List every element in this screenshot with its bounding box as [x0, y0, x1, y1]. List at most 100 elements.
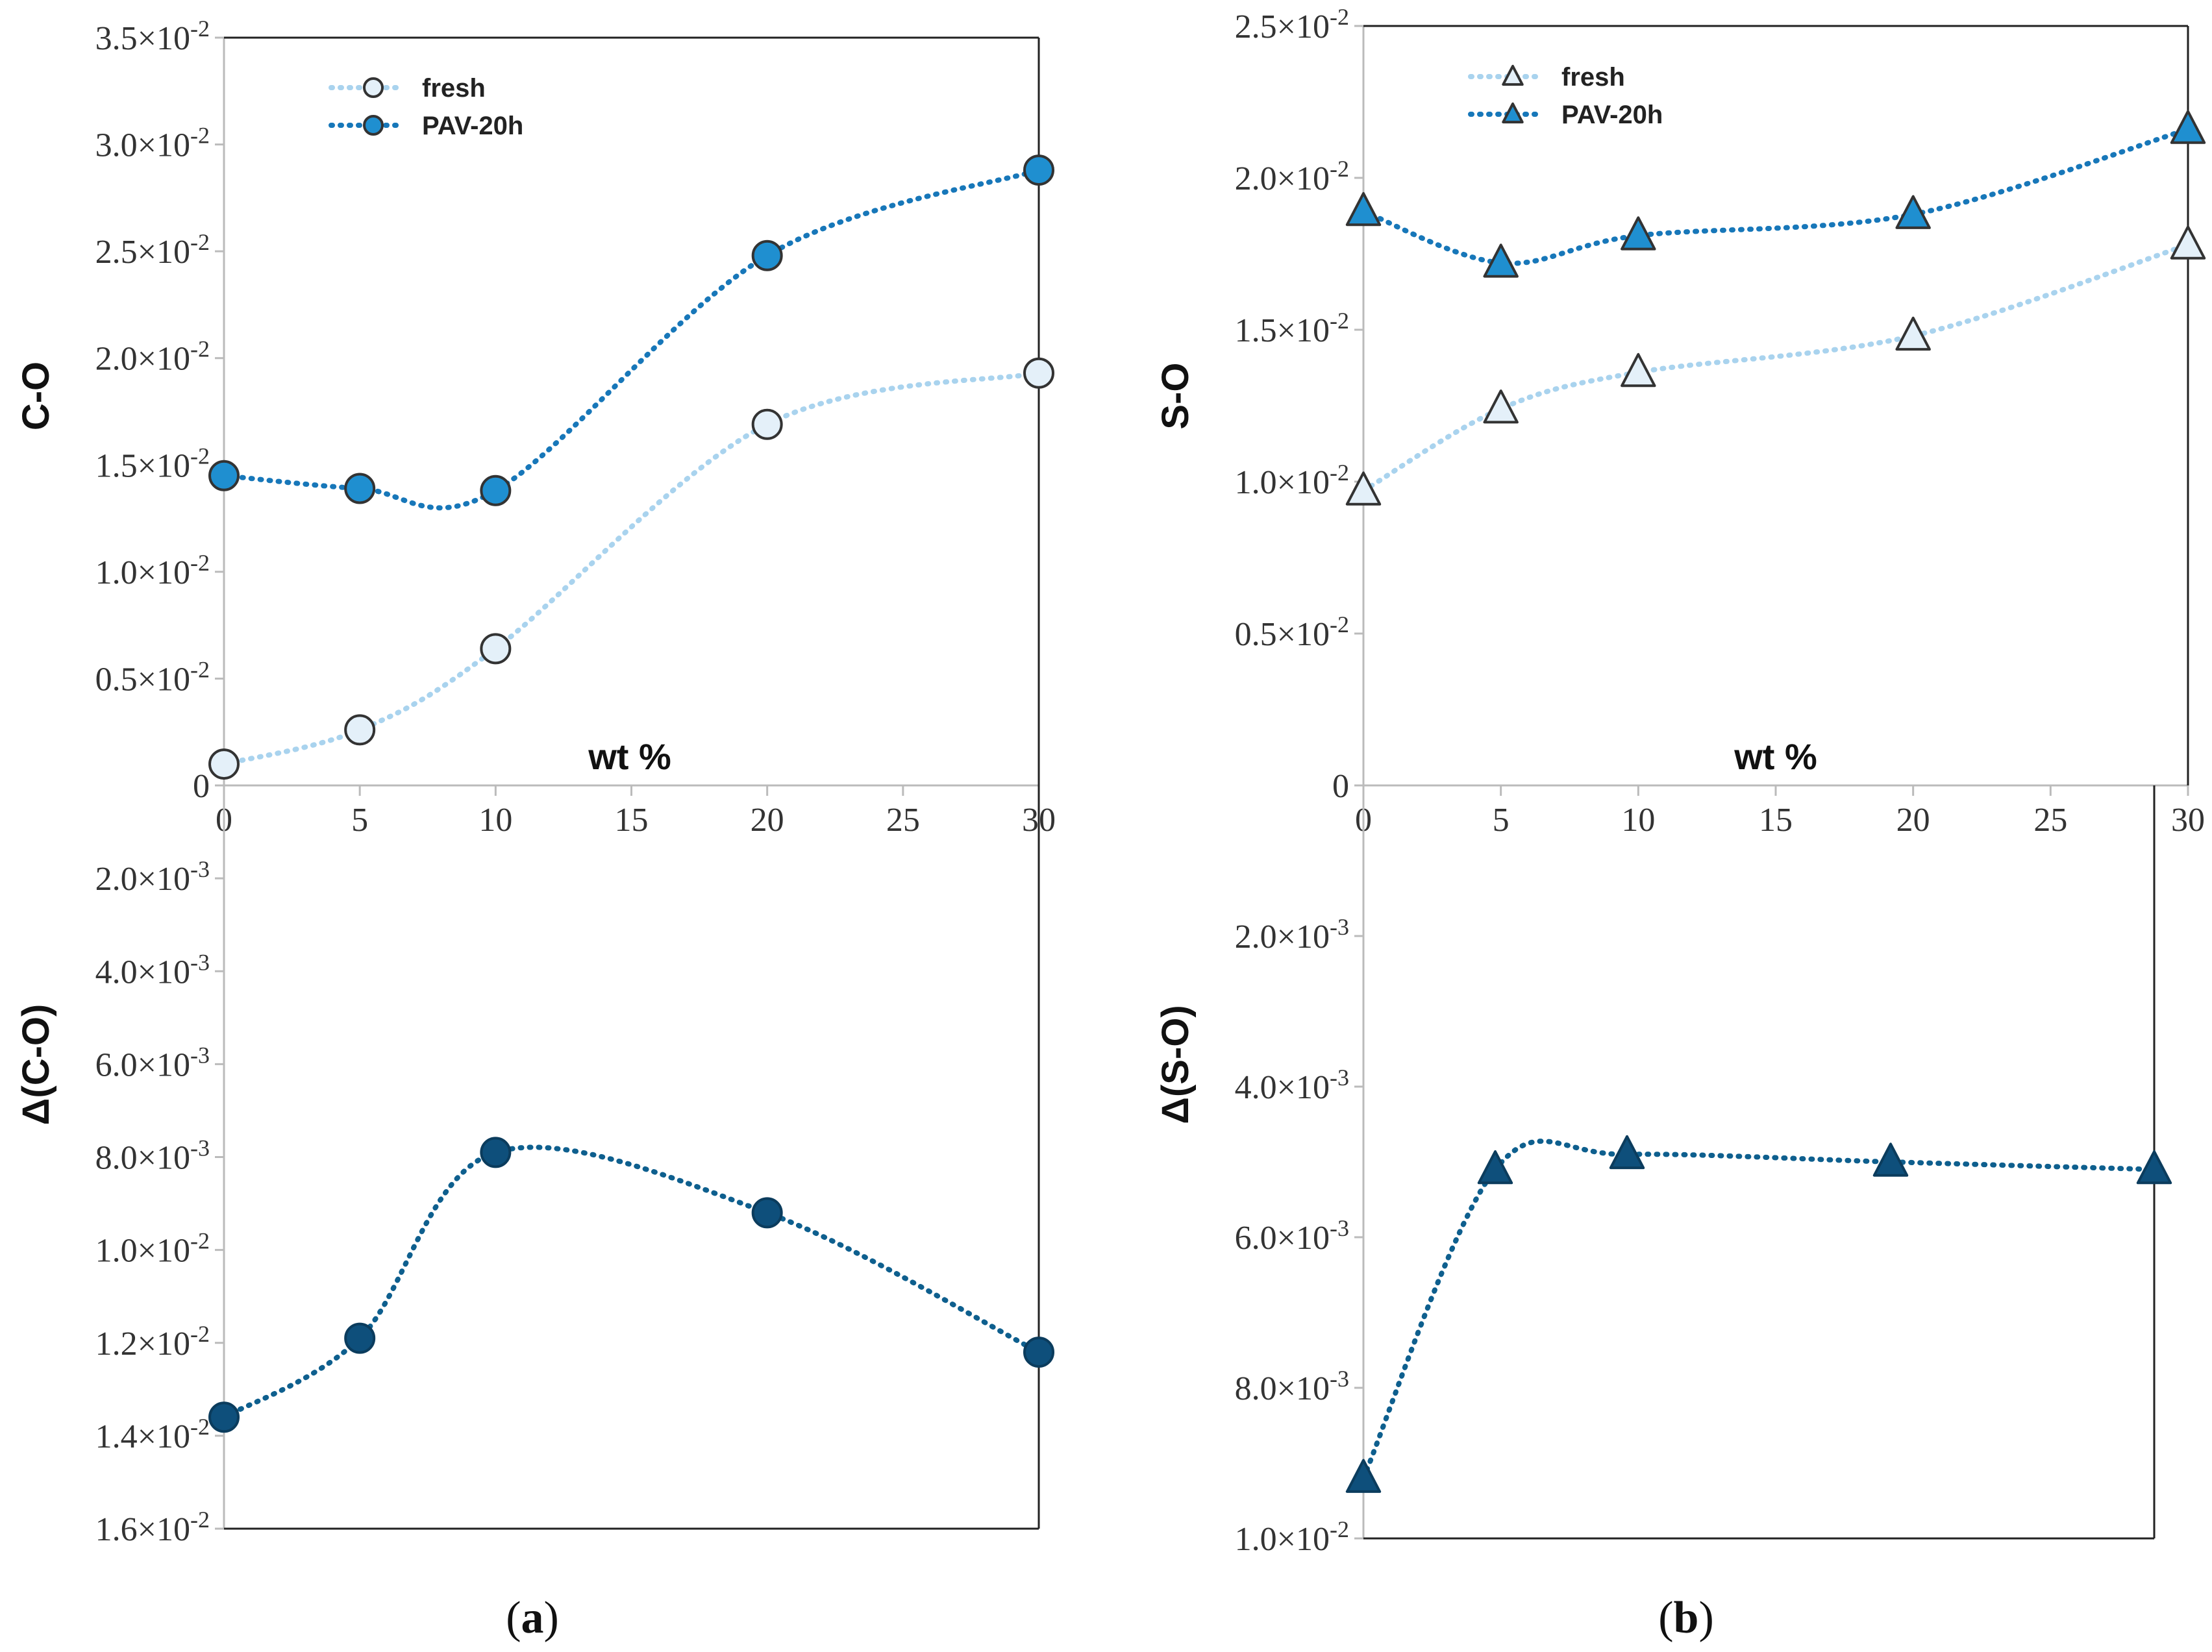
- data-point: [208, 748, 240, 780]
- data-point: [480, 633, 512, 665]
- legend-label: PAV-20h: [422, 112, 523, 140]
- data-point: [1621, 216, 1656, 251]
- chart-b-bottom: 2.0×10-3 4.0×10-3 6.0×10-3 8.0×10-3 1.0×10-2…: [1154, 785, 2172, 1558]
- x-tick-label: 5: [1493, 802, 1510, 839]
- y-tick-label: 1.4×10-2: [95, 1414, 210, 1455]
- panel-b-close: ): [1698, 1593, 1713, 1643]
- y-axis-label: S-O: [1154, 362, 1197, 429]
- data-point: [2136, 1150, 2172, 1185]
- x-tick-label: 5: [351, 802, 368, 839]
- series-line-pav-20h: [1361, 127, 2191, 266]
- data-point: [751, 240, 783, 271]
- panel-a-open: (: [506, 1593, 521, 1643]
- data-point: [480, 1137, 512, 1168]
- data-point: [1023, 1337, 1054, 1368]
- legend-label: PAV-20h: [1561, 101, 1663, 129]
- y-tick-label: 2.0×10-2: [1235, 156, 1349, 197]
- y-tick-label: 1.0×10-2: [95, 1228, 210, 1270]
- data-point: [1345, 1459, 1382, 1493]
- data-point: [1477, 1150, 1513, 1185]
- y-tick-label: 1.0×10-2: [1235, 1516, 1349, 1558]
- x-tick-label: 15: [1759, 802, 1793, 839]
- data-point: [344, 714, 376, 746]
- data-point: [1483, 389, 1519, 424]
- y-tick-label: 1.0×10-2: [95, 550, 210, 591]
- y-tick-label: 4.0×10-3: [95, 949, 210, 991]
- y-tick-label: 3.0×10-2: [95, 123, 210, 164]
- y-tick-label: 2.0×10-2: [95, 336, 210, 378]
- y-tick-label: 2.0×10-3: [1235, 914, 1349, 955]
- legend-marker: [363, 115, 384, 136]
- data-point: [1895, 316, 1931, 351]
- y-axis-label: Δ(C-O): [15, 1004, 57, 1126]
- y-tick-label: 6.0×10-3: [1235, 1215, 1349, 1257]
- data-point: [1345, 471, 1382, 506]
- series-line-pav-20h: [221, 167, 1041, 511]
- data-point: [208, 1401, 240, 1433]
- x-tick-label: 25: [886, 802, 920, 839]
- y-tick-label: 0: [1332, 768, 1349, 805]
- data-point: [1609, 1135, 1645, 1170]
- legend-label: fresh: [1561, 63, 1625, 92]
- x-tick-label: 10: [1621, 802, 1655, 839]
- y-tick-label: 6.0×10-3: [95, 1042, 210, 1083]
- y-tick-label: 8.0×10-3: [95, 1135, 210, 1177]
- y-tick-label: 0.5×10-2: [1235, 611, 1349, 653]
- panel-label-b: (b): [1658, 1593, 1714, 1643]
- y-axis-label: Δ(S-O): [1154, 1005, 1197, 1124]
- y-tick-label: 1.0×10-2: [1235, 460, 1349, 501]
- y-tick-label: 1.2×10-2: [95, 1321, 210, 1362]
- series-line-fresh: [1361, 242, 2191, 493]
- x-tick-label: 25: [2033, 802, 2067, 839]
- x-tick-label: 20: [1896, 802, 1930, 839]
- legend-marker: [363, 77, 384, 98]
- data-point: [344, 1322, 376, 1354]
- y-tick-label: 2.5×10-2: [1235, 4, 1349, 45]
- panel-a-close: ): [544, 1593, 559, 1643]
- data-point: [2170, 225, 2206, 260]
- y-tick-label: 3.5×10-2: [95, 16, 210, 57]
- data-point: [751, 408, 783, 440]
- series-line-fresh: [221, 370, 1041, 767]
- y-tick-label: 8.0×10-3: [1235, 1366, 1349, 1407]
- panel-b-letter: b: [1674, 1593, 1699, 1643]
- data-point: [1872, 1142, 1909, 1177]
- data-point: [2170, 110, 2206, 144]
- y-tick-label: 1.6×10-2: [95, 1507, 210, 1548]
- data-point: [1483, 243, 1519, 278]
- legend-label: fresh: [422, 74, 486, 103]
- data-point: [208, 460, 240, 491]
- panel-a-letter: a: [521, 1593, 544, 1643]
- chart-a-top: 0 0.5×10-2 1.0×10-2 1.5×10-2 2.0×10-2 2.5×10-…: [15, 16, 1056, 839]
- y-axis-label: C-O: [15, 362, 57, 430]
- x-tick-label: 30: [2171, 802, 2205, 839]
- y-tick-label: 1.5×10-2: [1235, 308, 1349, 349]
- y-tick-label: 0.5×10-2: [95, 656, 210, 698]
- panel-b-open: (: [1658, 1593, 1673, 1643]
- panel-label-a: (a): [506, 1593, 559, 1643]
- legend-marker: [1502, 102, 1524, 124]
- data-point: [1023, 357, 1054, 389]
- data-point: [1895, 195, 1931, 229]
- x-tick-label: 20: [751, 802, 784, 839]
- x-tick-label: 15: [615, 802, 649, 839]
- x-axis-label: wt %: [588, 736, 671, 777]
- series-line--c-o-: [221, 1144, 1041, 1420]
- y-tick-label: 2.0×10-3: [95, 856, 210, 898]
- chart-a-bottom: 2.0×10-3 4.0×10-3 6.0×10-3 8.0×10-3 1.0×10-2…: [15, 785, 1054, 1548]
- legend-marker: [1502, 64, 1524, 86]
- y-tick-label: 1.5×10-2: [95, 443, 210, 484]
- data-point: [751, 1197, 783, 1229]
- y-tick-label: 4.0×10-3: [1235, 1065, 1349, 1106]
- data-point: [344, 473, 376, 504]
- data-point: [1345, 191, 1382, 227]
- data-point: [1023, 154, 1054, 186]
- y-tick-label: 2.5×10-2: [95, 229, 210, 271]
- x-tick-label: 10: [478, 802, 512, 839]
- x-axis-label: wt %: [1734, 736, 1817, 777]
- chart-b-top: 0 0.5×10-2 1.0×10-2 1.5×10-2 2.0×10-2 2.5×10-…: [1154, 4, 2206, 839]
- data-point: [1621, 352, 1656, 388]
- data-point: [480, 475, 512, 506]
- y-tick-label: 0: [193, 768, 210, 805]
